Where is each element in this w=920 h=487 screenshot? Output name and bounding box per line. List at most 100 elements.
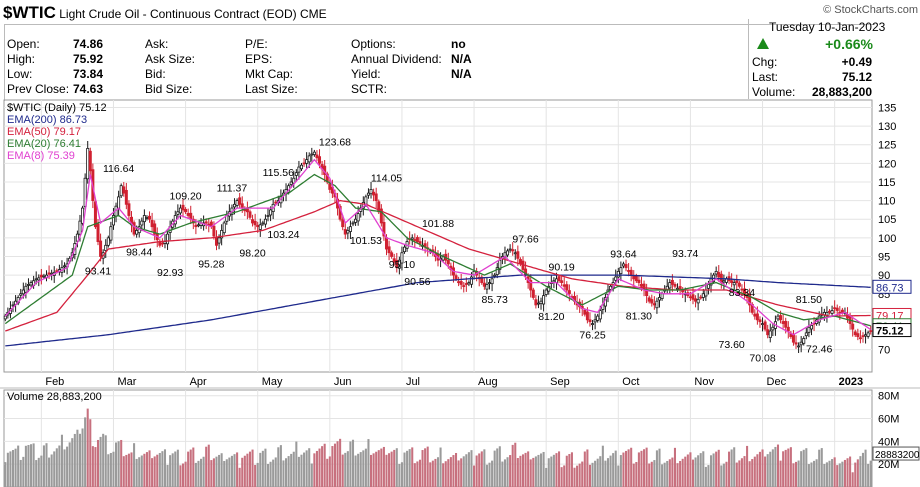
candle-body [670, 279, 674, 285]
candle-body [624, 264, 628, 269]
volume-bar [753, 456, 756, 487]
volume-bar [851, 472, 854, 487]
volume-bar [658, 448, 661, 487]
x-tick-label: Dec [767, 376, 787, 388]
candle-body [148, 215, 152, 220]
volume-bar [720, 465, 723, 487]
candle-body [305, 159, 309, 164]
quote-label: Yield: [351, 67, 381, 81]
volume-bar [328, 456, 331, 487]
volume-bar [483, 449, 486, 487]
summary-label: Volume: [752, 85, 796, 99]
candle-body [47, 272, 51, 275]
volume-bar [813, 460, 816, 487]
candle-body [616, 270, 620, 278]
candle-body [235, 200, 239, 206]
symbol[interactable]: $WTIC [3, 3, 56, 22]
candle-body [681, 290, 685, 293]
quote-value: 74.63 [73, 82, 104, 96]
brand-watermark[interactable]: © StockCharts.com [823, 4, 918, 16]
candle-body [506, 250, 510, 256]
candle-body [864, 334, 868, 337]
price-panel-frame [3, 99, 873, 373]
volume-bar [841, 461, 844, 487]
candle-body [150, 219, 154, 228]
candle-body [111, 215, 115, 226]
candle-body [3, 315, 7, 320]
volume-bar [514, 442, 517, 487]
candle-body [840, 309, 844, 313]
quote-grid: Open: 74.86 High: 75.92 Low: 73.84 Prev Close:… [4, 24, 875, 101]
volume-bar [588, 464, 591, 487]
candle-body [29, 282, 33, 286]
candle-body [258, 224, 262, 230]
candle-body [490, 278, 494, 285]
x-tick-label: Aug [478, 376, 498, 388]
volume-bar [215, 456, 218, 487]
candle-body [11, 304, 15, 307]
volume-bar [707, 465, 710, 487]
candle-body [297, 166, 301, 173]
volume-marker [872, 446, 920, 461]
candle-body [96, 223, 100, 242]
volume-bar [689, 452, 692, 487]
candle-body [415, 237, 419, 242]
candle-body [248, 211, 252, 218]
candle-body [302, 162, 306, 165]
price-annotation: 85.73 [482, 294, 508, 306]
candle-body [351, 222, 355, 225]
volume-bar [676, 463, 679, 487]
volume-bar [730, 449, 733, 487]
volume-bar [436, 457, 440, 487]
candle-body [766, 329, 770, 336]
y-tick-label: 125 [878, 140, 896, 152]
candle-body [354, 218, 358, 223]
candle-body [122, 186, 126, 194]
volume-bar [743, 456, 746, 487]
price-annotation: 103.24 [267, 229, 299, 241]
candle-body [181, 204, 185, 211]
price-annotation: 81.50 [796, 294, 822, 306]
volume-bar [115, 442, 118, 487]
volume-bar [836, 465, 839, 487]
volume-bar [14, 448, 17, 487]
summary-label: Last: [752, 70, 779, 84]
quote-summary: Tuesday 10-Jan-2023 +0.66% Chg: +0.49 Last… [748, 19, 885, 99]
volume-bar [310, 463, 313, 487]
volume-bar [393, 449, 396, 487]
volume-bar [704, 466, 707, 487]
volume-bar [194, 462, 197, 487]
candle-body [771, 326, 775, 331]
volume-bar [388, 453, 391, 487]
candle-body [786, 326, 790, 332]
volume-bar [619, 455, 622, 487]
volume-bar [805, 448, 808, 487]
price-annotation: 90.56 [404, 276, 430, 288]
volume-bar [442, 463, 445, 487]
right-axis-marker [872, 279, 912, 294]
candle-body [39, 274, 43, 278]
price-annotation: 111.37 [217, 182, 248, 194]
volume-bar [854, 462, 857, 487]
candle-body [668, 282, 672, 289]
volume-bar [53, 451, 56, 487]
volume-bar [156, 454, 159, 487]
volume-bar [467, 452, 470, 487]
candle-body [469, 276, 473, 285]
volume-bar [42, 445, 45, 487]
candle-body [583, 309, 587, 315]
candle-body [565, 284, 569, 291]
volume-bar [565, 455, 568, 487]
x-tick-label: Nov [694, 376, 714, 388]
candle-body [722, 280, 726, 283]
volume-bar [73, 433, 76, 487]
volume-bar [454, 452, 458, 487]
summary-label: Chg: [752, 55, 778, 69]
volume-bar [684, 456, 687, 487]
volume-bar [465, 454, 468, 487]
right-axis-marker [872, 323, 912, 338]
candle-body [24, 285, 28, 293]
candle-body [802, 338, 806, 344]
volume-bar [55, 448, 58, 487]
